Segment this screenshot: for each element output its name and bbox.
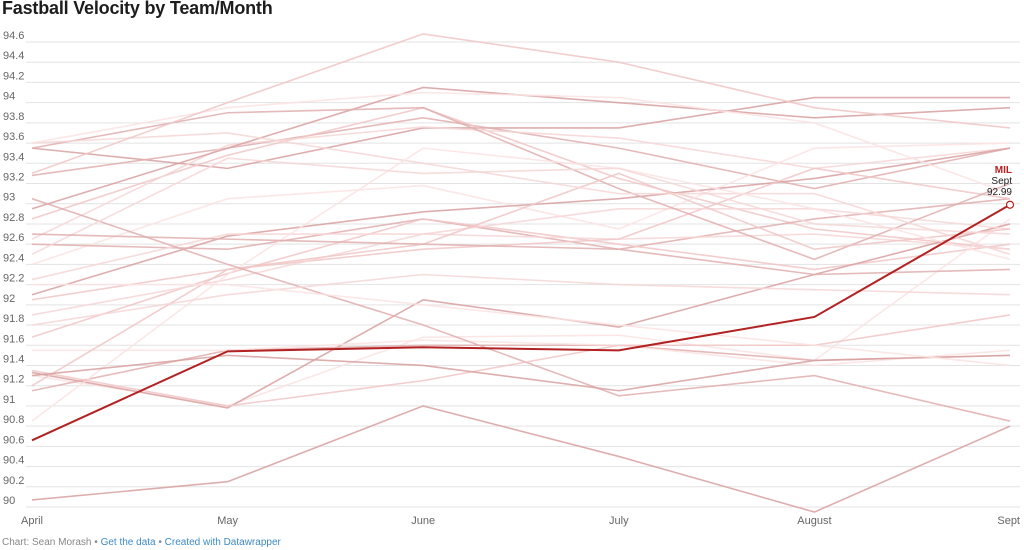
footer-separator: • xyxy=(155,537,165,548)
series-line xyxy=(31,132,1011,256)
footer: Chart: Sean Morash • Get the data • Crea… xyxy=(2,537,281,548)
series-line xyxy=(31,157,1011,256)
highlight-line xyxy=(31,203,1011,442)
series-line xyxy=(31,106,1011,261)
x-tick-label: June xyxy=(411,515,435,527)
series-line xyxy=(31,142,1011,266)
y-tick-label: 91 xyxy=(3,394,15,406)
series-line xyxy=(31,106,1011,251)
highlight-series xyxy=(31,200,1015,442)
x-tick-label: April xyxy=(21,515,43,527)
series-line xyxy=(31,218,1011,407)
series-line xyxy=(31,344,1011,392)
y-tick-label: 90.4 xyxy=(3,455,24,467)
series-line xyxy=(31,172,1011,387)
y-tick-label: 93.8 xyxy=(3,111,24,123)
series-line xyxy=(31,197,1011,422)
y-tick-label: 90 xyxy=(3,495,15,507)
y-tick-label: 91.6 xyxy=(3,333,24,345)
highlight-end-marker xyxy=(1005,200,1015,209)
y-tick-label: 92.6 xyxy=(3,232,24,244)
y-axis-ticks: 90 90.2 90.4 90.6 90.8 91 91.2 91.4 91.6 91.8 92 92… xyxy=(3,30,24,507)
series-lines xyxy=(31,33,1011,513)
x-tick-label: August xyxy=(797,515,831,527)
series-line xyxy=(31,207,1011,316)
series-line xyxy=(32,283,1011,367)
y-tick-label: 93.4 xyxy=(3,151,24,163)
x-tick-label: Sept xyxy=(997,515,1020,527)
y-tick-label: 93.6 xyxy=(3,131,24,143)
x-axis-ticks: April May June July August Sept xyxy=(21,515,1020,527)
y-tick-label: 91.8 xyxy=(3,313,24,325)
series-line xyxy=(31,273,1011,326)
series-line xyxy=(31,96,1010,170)
y-tick-label: 93.2 xyxy=(3,172,24,184)
y-tick-label: 94.6 xyxy=(3,30,24,42)
x-tick-label: May xyxy=(217,515,238,527)
footer-source: Chart: Sean Morash xyxy=(2,537,92,548)
get-data-link[interactable]: Get the data xyxy=(100,537,156,548)
series-line xyxy=(31,233,1011,276)
y-tick-label: 92.4 xyxy=(3,252,24,264)
series-line xyxy=(31,167,1011,301)
series-line xyxy=(32,339,1011,367)
series-line xyxy=(31,197,1011,251)
series-line xyxy=(31,405,1011,513)
y-tick-label: 94.2 xyxy=(3,70,24,82)
y-tick-label: 90.2 xyxy=(3,475,24,487)
series-line xyxy=(31,147,1011,422)
highlight-value-label: 92.99 xyxy=(987,187,1012,198)
y-tick-label: 92 xyxy=(3,293,15,305)
y-tick-label: 92.2 xyxy=(3,273,24,285)
y-tick-label: 93 xyxy=(3,192,15,204)
gridlines xyxy=(26,41,1020,508)
y-tick-label: 90.6 xyxy=(3,434,24,446)
y-tick-label: 91.2 xyxy=(3,374,24,386)
series-line xyxy=(31,354,1011,392)
y-tick-label: 91.4 xyxy=(3,353,24,365)
series-line xyxy=(31,223,1011,409)
y-tick-label: 92.8 xyxy=(3,212,24,224)
highlight-name-label: MIL xyxy=(995,165,1012,176)
footer-separator: • xyxy=(91,537,101,548)
highlight-annotation: MIL Sept 92.99 xyxy=(987,165,1012,198)
x-tick-label: July xyxy=(609,515,629,527)
chart-title: Fastball Velocity by Team/Month xyxy=(2,0,273,18)
datawrapper-link[interactable]: Created with Datawrapper xyxy=(164,537,281,548)
y-tick-label: 90.8 xyxy=(3,414,24,426)
highlight-month-label: Sept xyxy=(991,176,1012,187)
series-line xyxy=(31,314,1011,407)
y-tick-label: 94.4 xyxy=(3,50,24,62)
series-line xyxy=(31,233,1011,281)
y-tick-label: 94 xyxy=(3,91,15,103)
series-line xyxy=(31,33,1011,175)
series-line xyxy=(31,126,1011,240)
